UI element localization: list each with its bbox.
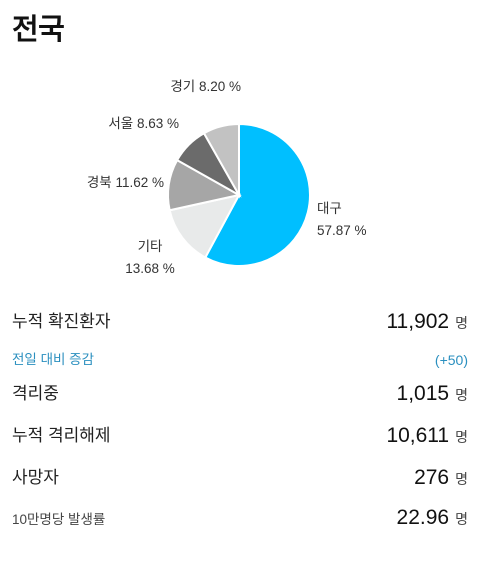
deaths-label: 사망자	[12, 468, 59, 487]
stat-row-released: 누적 격리해제 10,611 명	[12, 420, 468, 450]
pie-label-1: 대구 57.87 %	[317, 201, 367, 238]
rate-unit: 명	[455, 511, 468, 527]
isolated-unit: 명	[455, 387, 468, 403]
pie-label-name-2: 기타	[138, 239, 163, 254]
total-unit: 명	[455, 315, 468, 331]
pie-chart: 대구 57.87 % 기타 13.68 % 경북 11.62 % 서울 8.63 % 경기 …	[0, 60, 492, 274]
stat-row-change: 전일 대비 증감 (+50)	[12, 342, 468, 372]
pie-label-value-2: 13.68 %	[125, 261, 175, 274]
pie-label-5: 경기 8.20 %	[170, 79, 241, 94]
pie-slice-1	[203, 122, 311, 267]
deaths-unit: 명	[455, 471, 468, 487]
stat-row-isolated: 격리중 1,015 명	[12, 378, 468, 408]
pie-label-value-1: 57.87 %	[317, 223, 367, 238]
isolated-label: 격리중	[12, 384, 59, 403]
pie-slice-2	[168, 193, 241, 259]
pie-label-3: 경북 11.62 %	[87, 175, 164, 190]
page-title: 전국	[12, 14, 65, 46]
released-value: 10,611	[386, 424, 450, 447]
stat-row-rate: 10만명당 발생률 22.96 명	[12, 502, 468, 532]
total-value: 11,902	[386, 310, 450, 333]
total-label: 누적 확진환자	[12, 312, 111, 331]
pie-label-4: 서울 8.63 %	[108, 116, 179, 131]
deaths-value: 276	[414, 466, 450, 489]
pie-chart-svg: 대구 57.87 % 기타 13.68 % 경북 11.62 % 서울 8.63 % 경기 …	[87, 79, 367, 274]
rate-value: 22.96	[396, 506, 450, 529]
isolated-value: 1,015	[396, 382, 450, 405]
released-label: 누적 격리해제	[12, 426, 111, 445]
pie-label-name-1: 대구	[317, 201, 342, 216]
rate-label: 10만명당 발생률	[12, 512, 106, 527]
change-label: 전일 대비 증감	[12, 352, 95, 367]
stat-row-deaths: 사망자 276 명	[12, 462, 468, 492]
pie-label-2: 기타 13.68 %	[125, 239, 175, 274]
pie-slice-5	[202, 122, 240, 199]
change-value: (+50)	[434, 352, 468, 368]
released-unit: 명	[455, 429, 468, 445]
stat-row-total: 누적 확진환자 11,902 명	[12, 306, 468, 336]
